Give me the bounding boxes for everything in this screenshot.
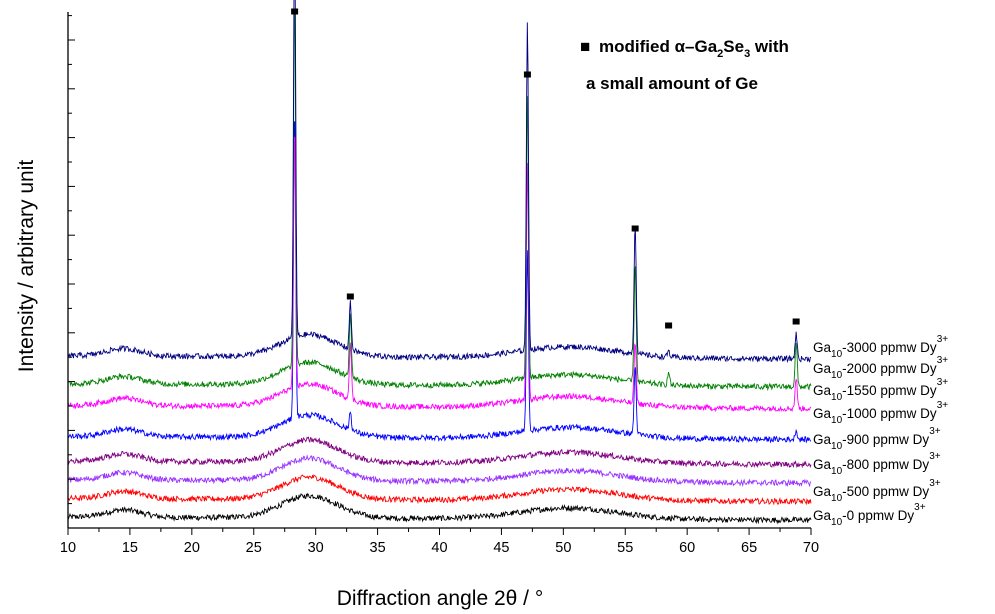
peak-marker	[346, 293, 354, 300]
x-axis-title: Diffraction angle 2θ / °	[337, 587, 543, 610]
x-tick-label: 10	[60, 540, 76, 556]
series-line	[67, 454, 812, 488]
series-label: Ga10-3000 ppmw Dy3+	[813, 334, 948, 360]
series-label: Ga10-900 ppmw Dy3+	[813, 426, 941, 452]
x-tick-label: 70	[803, 540, 819, 556]
x-tick-label: 45	[493, 540, 509, 556]
series-line	[67, 436, 812, 469]
series-label: Ga10-1000 ppmw Dy3+	[813, 400, 948, 426]
series-label: Ga10-500 ppmw Dy3+	[813, 478, 941, 504]
series-labels: Ga10-0 ppmw Dy3+Ga10-500 ppmw Dy3+Ga10-8…	[813, 334, 948, 528]
plot-area	[67, 0, 812, 525]
x-tick-label: 25	[246, 540, 262, 556]
axes: 10 15 20 25 30 35 40 45 50 55 60 65 70	[60, 12, 819, 556]
peak-marker	[523, 71, 531, 78]
x-tick-label: 60	[679, 540, 695, 556]
series-label: Ga10-0 ppmw Dy3+	[813, 502, 926, 528]
series-line	[67, 136, 812, 413]
x-tick-label: 30	[308, 540, 324, 556]
peak-marker	[665, 322, 673, 329]
y-axis-title: Intensity / arbitrary unit	[15, 160, 38, 373]
series-label: Ga10-2000 ppmw Dy3+	[813, 355, 948, 381]
x-tick-label: 20	[184, 540, 200, 556]
series-label: Ga10-1550 ppmw Dy3+	[813, 377, 948, 403]
x-tick-label: 50	[555, 540, 571, 556]
peak-marker	[631, 225, 639, 232]
legend-marker: ■	[580, 37, 590, 56]
series-line	[67, 474, 812, 506]
x-tick-label: 65	[741, 540, 757, 556]
x-tick-label: 15	[122, 540, 138, 556]
series-label: Ga10-800 ppmw Dy3+	[813, 451, 941, 477]
legend: ■ modified α–Ga2Se3 with a small amount …	[580, 37, 789, 93]
series-line	[67, 492, 812, 525]
peak-marker	[792, 318, 800, 325]
legend-line-1: ■ modified α–Ga2Se3 with	[580, 37, 789, 60]
legend-line-2: a small amount of Ge	[586, 74, 758, 93]
series-line	[67, 10, 812, 392]
x-tick-label: 55	[617, 540, 633, 556]
peak-marker	[291, 8, 299, 15]
series-line	[67, 0, 812, 363]
x-tick-label: 40	[431, 540, 447, 556]
x-tick-label: 35	[370, 540, 386, 556]
series-line	[67, 121, 812, 444]
